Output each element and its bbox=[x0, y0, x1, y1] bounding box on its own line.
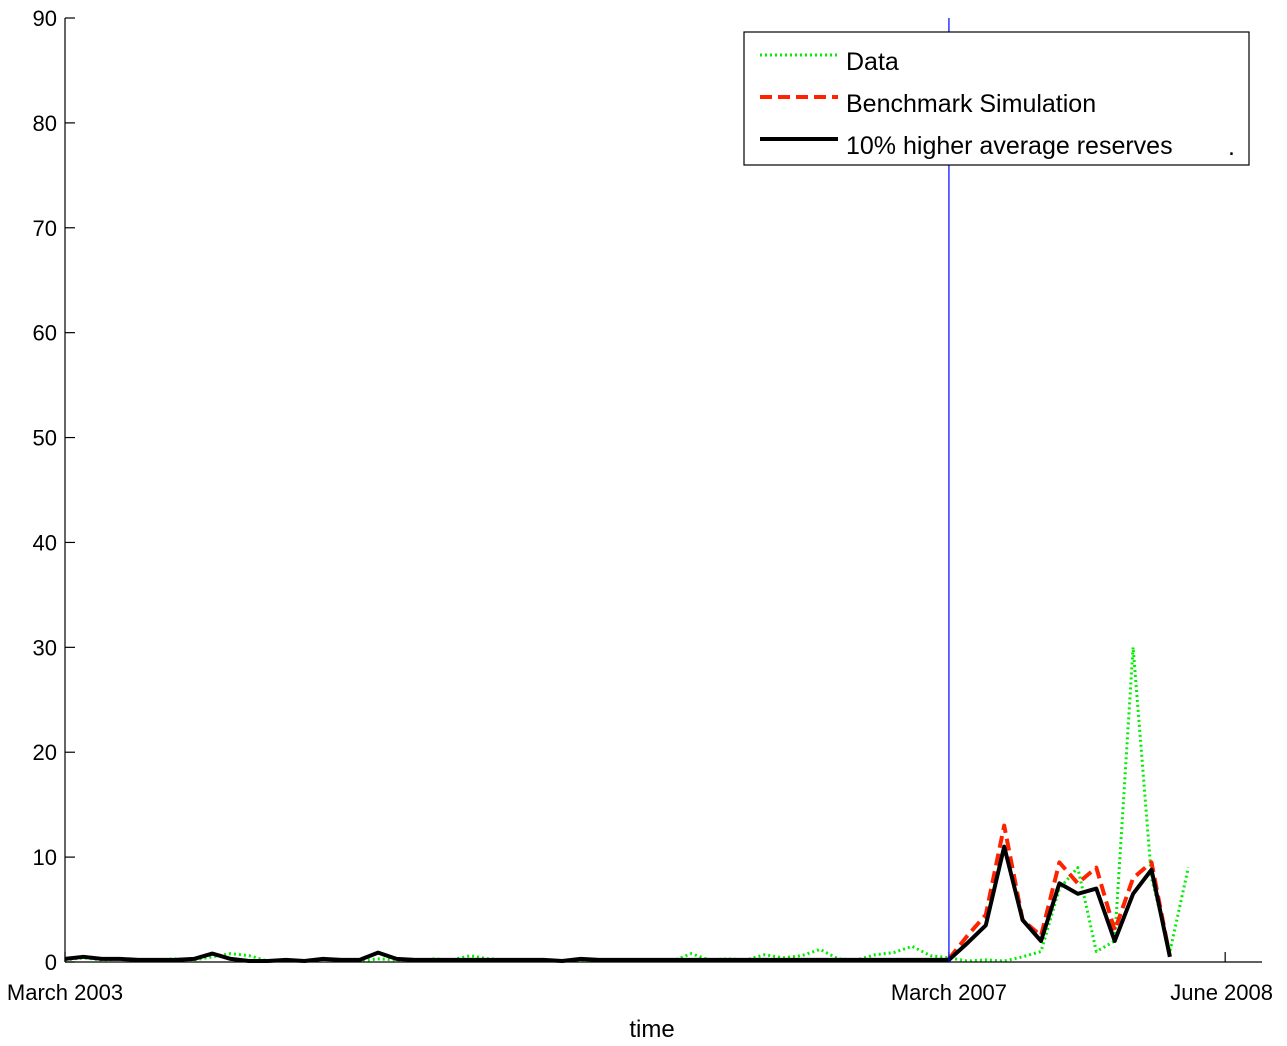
x-axis-label: time bbox=[629, 1016, 674, 1043]
y-tick-label: 80 bbox=[33, 111, 57, 136]
x-tick-label: June 2008 bbox=[1170, 980, 1273, 1005]
y-tick-label: 30 bbox=[33, 635, 57, 660]
legend-items: Data Benchmark Simulation 10% higher avera… bbox=[760, 48, 1173, 160]
y-tick-label: 0 bbox=[45, 950, 57, 975]
y-tick-label: 70 bbox=[33, 216, 57, 241]
y-tick-label: 60 bbox=[33, 321, 57, 346]
y-tick-label: 10 bbox=[33, 845, 57, 870]
x-ticks: March 2003 March 2007 June 2008 bbox=[7, 952, 1273, 1005]
y-tick-label: 50 bbox=[33, 426, 57, 451]
legend-label: Data bbox=[846, 48, 899, 76]
legend-box bbox=[743, 31, 1250, 166]
series-line-1 bbox=[947, 823, 1172, 961]
legend-label: Benchmark Simulation bbox=[846, 90, 1096, 118]
y-tick-label: 90 bbox=[33, 6, 57, 31]
y-tick-label: 40 bbox=[33, 530, 57, 555]
axes bbox=[64, 18, 1262, 963]
legend-extra-text: . bbox=[1228, 133, 1235, 161]
series-line-2 bbox=[64, 844, 1172, 963]
plot-lines bbox=[64, 645, 1190, 963]
x-tick-label: March 2003 bbox=[7, 980, 123, 1005]
x-tick-label: March 2007 bbox=[891, 980, 1007, 1005]
legend-label: 10% higher average reserves bbox=[846, 132, 1173, 160]
y-ticks: 0 10 20 30 40 50 60 70 80 90 bbox=[33, 6, 75, 975]
y-tick-label: 20 bbox=[33, 740, 57, 765]
legend: Data Benchmark Simulation 10% higher avera… bbox=[743, 31, 1250, 166]
